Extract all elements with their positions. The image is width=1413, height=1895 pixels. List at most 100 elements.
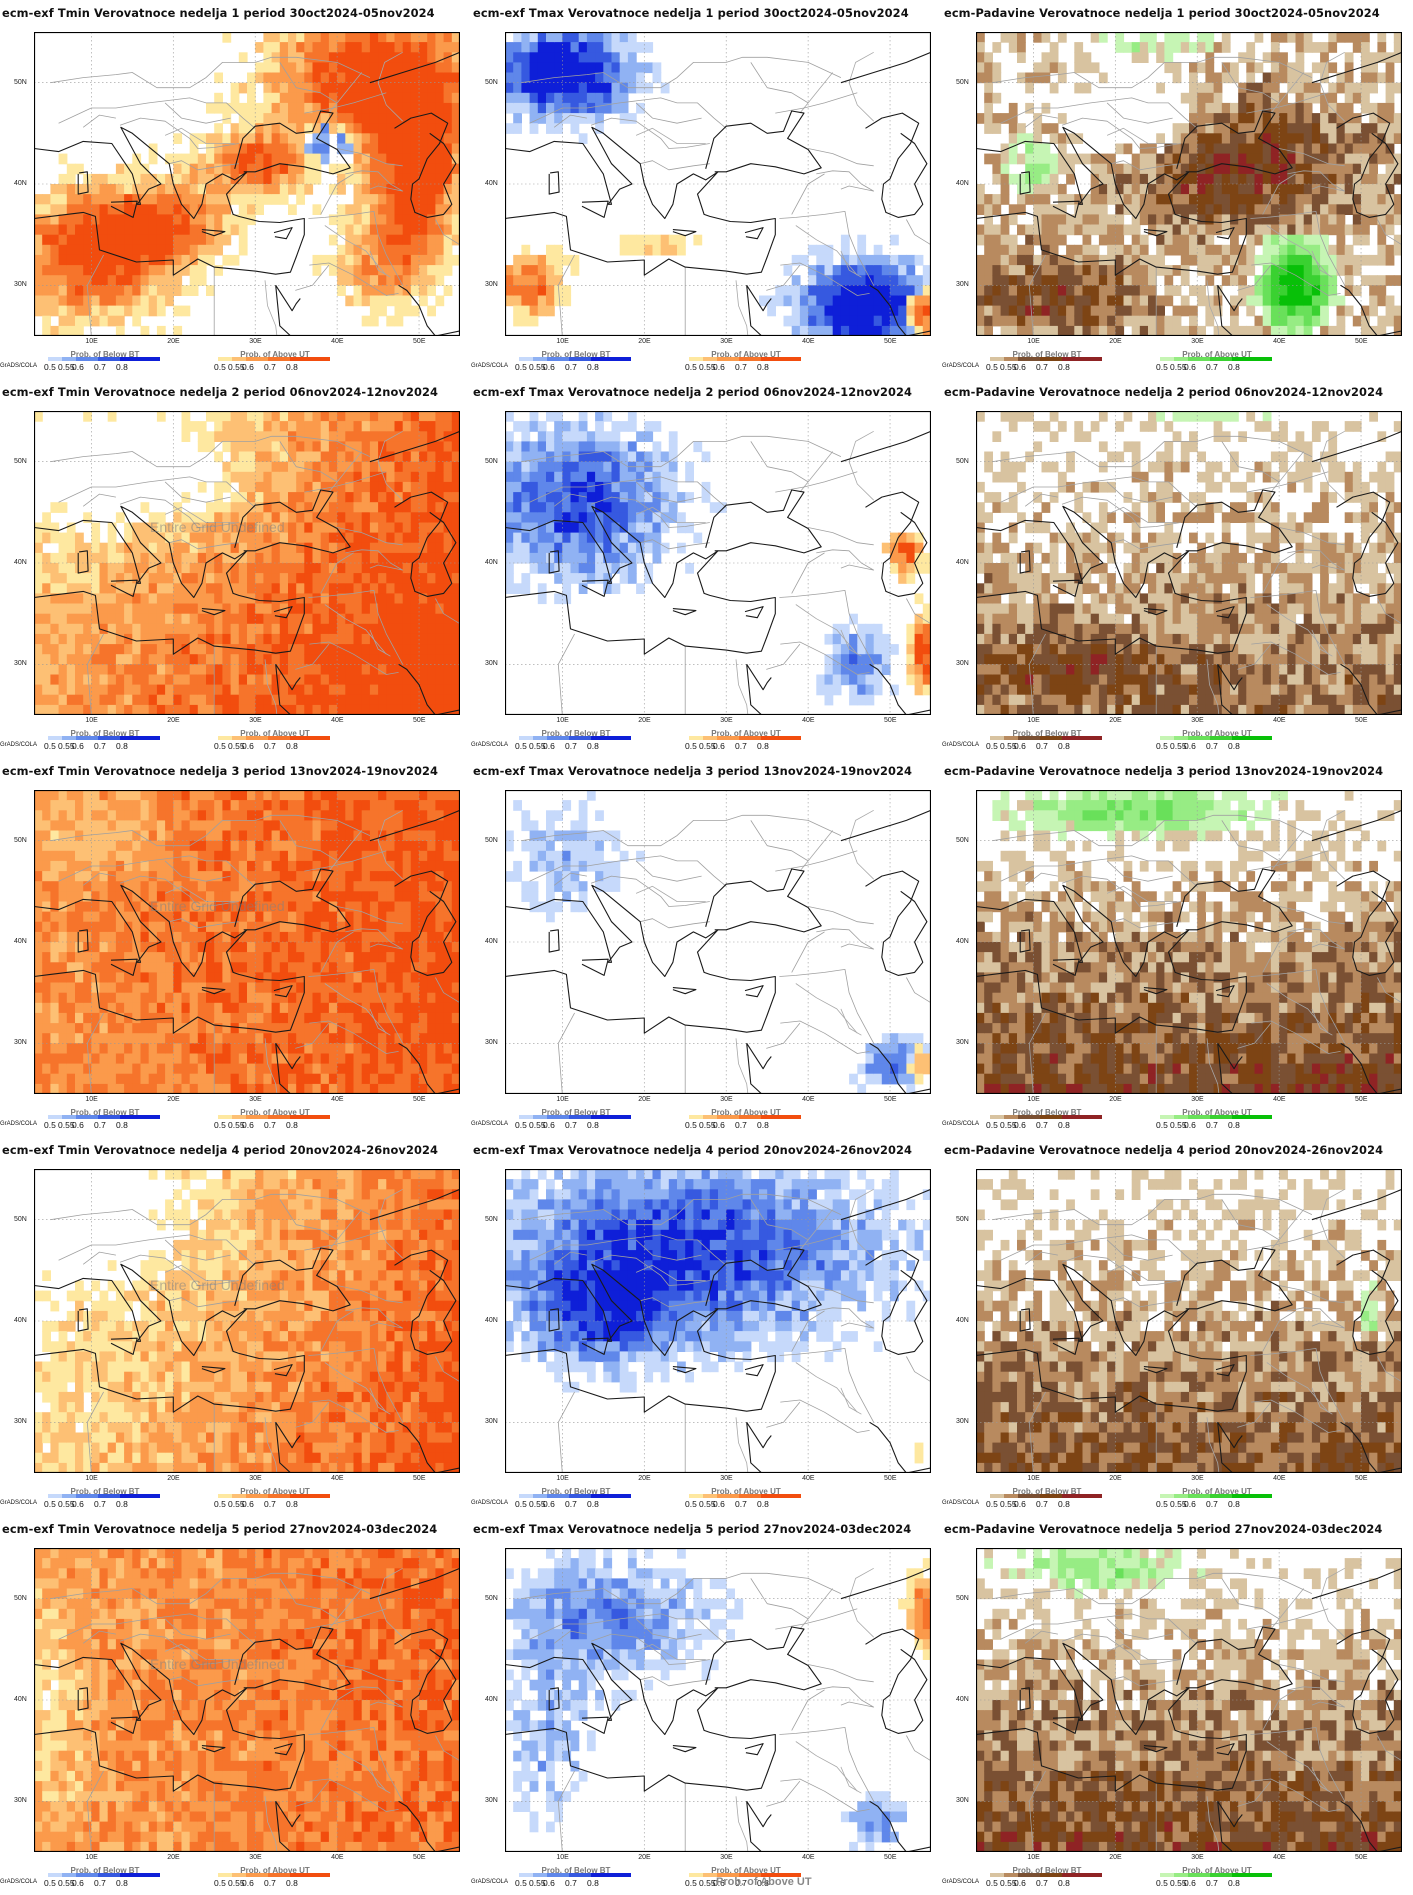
grid-cell (42, 704, 51, 715)
grid-cell (767, 295, 776, 307)
grid-cell (263, 552, 273, 564)
grid-cell (181, 613, 191, 625)
grid-cell (1328, 113, 1338, 124)
grid-cell (402, 552, 412, 564)
grid-cell (328, 431, 338, 442)
grid-cell (1361, 92, 1370, 104)
grid-cell (1049, 542, 1059, 554)
grid-cell (1320, 102, 1329, 114)
grid-cell (410, 481, 420, 493)
grid-cell (42, 512, 51, 523)
grid-cell (66, 275, 76, 286)
grid-cell (443, 694, 453, 706)
grid-cell (1336, 234, 1346, 246)
grid-cell (984, 275, 993, 286)
grid-cell (1328, 214, 1338, 226)
grid-cell (1230, 184, 1239, 195)
grid-cell (824, 674, 834, 686)
grid-cell (66, 305, 76, 317)
grid-cell (34, 654, 43, 665)
grid-cell (611, 82, 621, 94)
grid-cell (91, 563, 101, 574)
grid-cell (345, 603, 355, 615)
grid-cell (361, 194, 371, 205)
grid-cell (1049, 184, 1059, 195)
grid-cell (353, 633, 363, 645)
grid-cell (451, 573, 460, 584)
grid-cell (554, 532, 563, 544)
grid-cell (976, 62, 985, 74)
grid-cell (443, 285, 453, 296)
grid-cell (1303, 265, 1313, 276)
grid-cell (345, 502, 355, 513)
grid-cell (603, 72, 613, 84)
grid-cell (83, 633, 92, 645)
grid-cell (799, 305, 809, 317)
grid-cell (570, 471, 580, 483)
grid-cell (562, 62, 572, 74)
grid-cell (386, 153, 396, 165)
country-borders-segment (1377, 219, 1402, 246)
grid-cell (361, 421, 371, 432)
grid-cell (1017, 153, 1026, 165)
grid-cell (898, 305, 907, 317)
legend-colorbar (48, 736, 168, 740)
grid-cell (378, 123, 387, 134)
grid-cell (75, 184, 84, 195)
grid-cell (1279, 285, 1288, 296)
grid-cell (570, 123, 580, 134)
grid-cell (521, 532, 531, 544)
grid-cell (353, 123, 363, 134)
grid-cell (214, 143, 223, 155)
grid-cell (1246, 102, 1256, 114)
grid-cell (181, 633, 191, 645)
coastlines-segment (34, 505, 305, 655)
grid-cell (255, 644, 264, 655)
grid-cell (156, 522, 166, 534)
grid-cell (427, 62, 436, 74)
grid-cell (345, 52, 355, 63)
grid-cell (189, 633, 199, 645)
grid-cell (238, 431, 248, 442)
grid-cell (304, 674, 314, 686)
grid-cell (1008, 204, 1018, 215)
grid-cell (1246, 214, 1256, 226)
grid-cell (1025, 583, 1034, 594)
grid-cell (1279, 305, 1288, 317)
grid-cell (394, 42, 404, 53)
grid-cell (857, 325, 867, 336)
grid-cell (115, 654, 125, 665)
grid-cell (1295, 244, 1305, 256)
grid-cell (427, 173, 436, 185)
grid-cell (984, 563, 993, 574)
grid-cell (1000, 295, 1010, 307)
grid-cell (1172, 204, 1182, 215)
grid-cell (1139, 214, 1149, 226)
grid-cell (505, 502, 514, 513)
grid-cell (1270, 52, 1280, 63)
legend-swatch (739, 736, 761, 740)
legend-title: Prob. of Below BT (70, 729, 140, 738)
grid-cell (816, 295, 826, 307)
grid-cell (1008, 173, 1018, 185)
grid-cell (410, 522, 420, 534)
grid-cell (832, 623, 842, 635)
grid-cell (230, 441, 240, 453)
grid-cell (775, 285, 785, 296)
grid-cell (668, 431, 678, 442)
coastlines-segment (672, 229, 697, 237)
grid-cell (320, 32, 330, 43)
grid-cell (34, 704, 43, 715)
grid-cell (419, 224, 428, 236)
grid-cell (197, 583, 207, 594)
river-lines-segment (328, 72, 363, 114)
grid-cell (1262, 143, 1272, 155)
grid-cell (1156, 224, 1165, 236)
grid-cell (1115, 244, 1125, 256)
grid-cell (50, 305, 60, 317)
grid-cell (1017, 654, 1026, 665)
grid-cell (386, 542, 396, 554)
grid-cell (394, 234, 404, 246)
grid-cell (345, 254, 355, 266)
grid-cell (75, 305, 84, 317)
